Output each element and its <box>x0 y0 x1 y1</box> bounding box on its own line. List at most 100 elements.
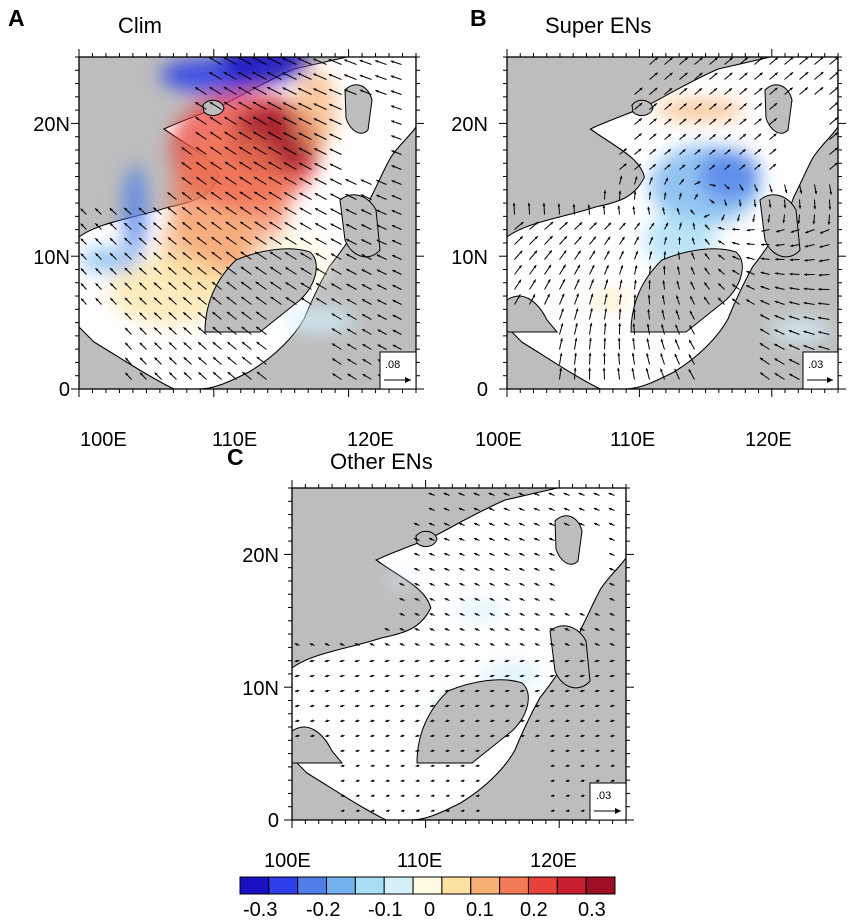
vector-arrowhead <box>375 90 379 93</box>
vector-arrowhead <box>458 492 462 496</box>
vector-arrowhead <box>580 809 584 812</box>
vector-arrowhead <box>534 628 538 631</box>
vector-arrowhead <box>608 492 612 496</box>
vector-arrowhead <box>669 57 673 61</box>
vector-arrowhead <box>505 704 509 708</box>
vector-arrowhead <box>761 229 765 232</box>
colorbar-swatches <box>239 876 616 895</box>
vector-arrowhead <box>475 704 479 708</box>
vector-arrowhead <box>609 689 613 693</box>
vector-arrowhead <box>362 344 366 347</box>
vector-arrowhead <box>124 282 128 286</box>
vector-arrowhead <box>550 719 554 723</box>
vector-arrowhead <box>444 568 448 571</box>
vector-arrowhead <box>460 704 464 708</box>
vector-arrowhead <box>504 659 508 663</box>
vector-arrowhead <box>667 164 671 168</box>
vector-arrowhead <box>775 243 779 247</box>
vector-arrowhead <box>548 264 551 268</box>
vector-arrowhead <box>241 341 245 345</box>
vector-arrowhead <box>300 267 304 271</box>
vector-arrowhead <box>580 719 584 723</box>
x-tick-label: 120E <box>745 429 792 451</box>
vector-arrowhead <box>489 674 493 678</box>
vector-arrowhead <box>226 281 230 285</box>
vector-arrowhead <box>713 103 717 107</box>
vector-arrowhead <box>315 253 319 256</box>
vector-arrowhead <box>517 294 521 298</box>
vector-arrowhead <box>391 135 395 138</box>
vector-arrowhead <box>331 313 335 317</box>
vector-arrowhead <box>578 236 582 240</box>
vector-arrowhead <box>610 749 614 753</box>
vector-arrowhead <box>475 764 479 768</box>
vector-arrowhead <box>267 132 271 135</box>
vector-arrowhead <box>299 192 303 196</box>
vector-arrowhead <box>268 176 272 180</box>
vector-arrowhead <box>564 222 568 225</box>
vector-arrowhead <box>415 764 419 768</box>
vector-arrowhead <box>154 312 158 316</box>
vector-arrowhead <box>590 308 593 312</box>
vector-arrowhead <box>519 674 523 678</box>
vector-arrowhead <box>139 252 143 256</box>
vector-arrowhead <box>430 809 434 812</box>
vector-arrowhead <box>690 296 693 300</box>
vector-arrowhead <box>169 342 172 346</box>
vector-arrowhead <box>414 659 418 663</box>
vector-arrowhead <box>294 689 298 693</box>
vector-arrowhead <box>732 284 736 288</box>
vector-arrowhead <box>505 719 509 723</box>
vector-arrowhead <box>153 282 157 286</box>
vector-arrowhead <box>315 208 319 211</box>
vector-arrowhead <box>820 87 824 91</box>
vector-arrowhead <box>197 282 201 285</box>
vector-arrowhead <box>346 313 350 317</box>
vector-arrowhead <box>789 373 793 377</box>
vector-arrowhead <box>474 538 478 541</box>
vector-arrowhead <box>154 357 158 361</box>
vector-arrowhead <box>267 87 271 90</box>
vector-arrowhead <box>428 492 432 496</box>
vector-arrowhead <box>550 734 554 738</box>
vector-arrowhead <box>647 294 651 298</box>
vector-arrowhead <box>534 236 538 240</box>
vector-arrowhead <box>746 271 750 274</box>
vector-arrowhead <box>324 643 328 646</box>
vector-arrowhead <box>503 507 507 511</box>
vector-arrowhead <box>712 183 716 187</box>
vector-arrowhead <box>533 492 537 496</box>
vector-arrowhead <box>804 244 808 248</box>
x-tick-label: 100E <box>475 429 522 451</box>
vector-arrowhead <box>651 222 654 226</box>
colorbar-swatch <box>412 876 443 895</box>
vector-arrowhead <box>298 88 302 91</box>
vector-arrowhead <box>225 206 229 210</box>
vector-arrowhead <box>392 330 396 333</box>
vector-arrowhead <box>299 177 303 181</box>
vector-arrowhead <box>110 268 114 271</box>
vector-arrowhead <box>359 74 363 78</box>
vector-arrowhead <box>375 75 379 78</box>
vector-arrowhead <box>167 207 171 211</box>
vector-arrowhead <box>239 191 243 195</box>
vector-arrowhead <box>354 643 358 646</box>
vector-arrowhead <box>391 165 395 168</box>
vector-arrowhead <box>549 236 553 240</box>
vector-arrowhead <box>256 326 260 330</box>
vector-arrowhead <box>414 613 418 616</box>
colorbar-label: 0.2 <box>520 899 548 921</box>
vector-arrowhead <box>95 253 99 257</box>
vector-arrowhead <box>354 659 358 663</box>
vector-arrowhead <box>181 177 185 181</box>
vector-arrowhead <box>475 734 479 738</box>
vector-arrowhead <box>196 162 200 165</box>
vector-arrowhead <box>759 72 763 76</box>
vector-arrowhead <box>415 749 419 753</box>
vector-arrowhead <box>565 719 569 723</box>
vector-arrowhead <box>345 224 350 227</box>
vector-arrowhead <box>256 371 260 375</box>
vector-arrowhead <box>355 794 359 797</box>
vector-arrowhead <box>696 164 700 168</box>
vector-arrowhead <box>746 256 750 260</box>
